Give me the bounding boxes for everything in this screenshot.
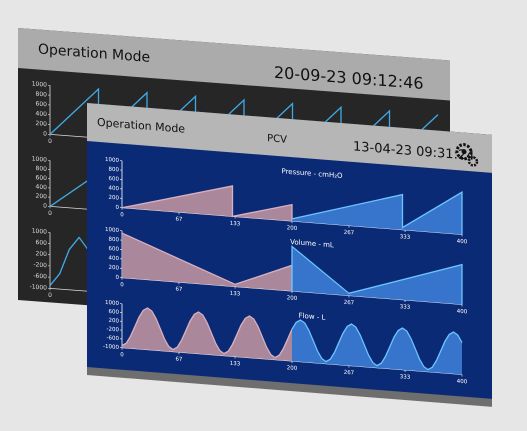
y-tick-label: 400	[36, 110, 48, 118]
x-tick-label: 133	[230, 291, 241, 298]
y-tick-label: 800	[36, 165, 48, 173]
x-tick-label: 67	[175, 286, 182, 293]
y-tick-label: 600	[109, 176, 120, 183]
line	[291, 319, 463, 371]
area	[122, 233, 292, 292]
line	[291, 245, 463, 305]
x-tick-label: 200	[287, 225, 298, 232]
x-tick-label: 267	[344, 300, 355, 307]
x-tick-label: 267	[344, 370, 355, 377]
y-tick-label: 600	[36, 100, 48, 108]
y-tick-label: 1000	[32, 81, 47, 89]
y-tick-label: -1000	[103, 344, 119, 351]
line	[121, 307, 293, 359]
x-tick-label: 0	[48, 292, 52, 299]
y-tick-label: 800	[109, 237, 120, 244]
x-tick-label: 0	[120, 352, 124, 358]
y-tick-label: 0	[43, 130, 47, 137]
area	[292, 320, 462, 375]
area	[122, 185, 292, 222]
y-tick-label: -200	[107, 326, 120, 333]
y-tick-label: 0	[116, 205, 120, 211]
area	[292, 246, 462, 305]
y-tick-label: 200	[109, 195, 120, 202]
y-tick-label: -1000	[30, 283, 48, 291]
y-tick-label: 400	[109, 255, 120, 262]
y-tick-label: 0	[116, 275, 120, 281]
x-tick-label: 133	[230, 221, 241, 228]
area	[122, 307, 292, 362]
x-tick-label: 0	[120, 282, 124, 288]
x-tick-label: 133	[230, 361, 241, 368]
x-tick-label: 0	[120, 212, 124, 218]
y-tick-label: -600	[33, 272, 47, 280]
y-tick-label: 400	[109, 185, 120, 192]
y-tick-label: 0	[43, 202, 47, 209]
y-tick-label: 1000	[32, 156, 47, 164]
y-tick-label: 1000	[105, 227, 119, 234]
y-tick-label: 800	[109, 167, 120, 174]
y-tick-label: 200	[36, 120, 48, 128]
mode: PCV	[267, 133, 287, 146]
chart-title: Flow - L	[299, 311, 326, 322]
y-tick-label: 200	[109, 265, 120, 272]
x-tick-label: 400	[457, 309, 468, 316]
x-tick-label: 0	[48, 138, 52, 145]
y-tick-label: 600	[109, 309, 120, 316]
x-tick-label: 67	[175, 216, 182, 223]
front-header	[87, 103, 492, 173]
y-tick-label: 1000	[105, 300, 119, 307]
y-tick-label: 1000	[105, 157, 119, 164]
y-tick-label: 600	[109, 246, 120, 253]
y-tick-label: 400	[36, 183, 48, 191]
line	[121, 185, 293, 222]
x-tick-label: 267	[344, 230, 355, 237]
front-screen: Operation Mode PCV 13-04-23 09:31:24 020…	[87, 103, 492, 407]
y-tick-label: 800	[36, 91, 48, 99]
y-tick-label: 600	[36, 239, 48, 247]
y-tick-label: -600	[107, 335, 120, 342]
back-header	[18, 28, 450, 101]
x-tick-label: 400	[457, 379, 468, 386]
y-tick-label: 1000	[32, 228, 47, 236]
x-tick-label: 200	[287, 295, 298, 302]
x-tick-label: 400	[457, 239, 468, 246]
x-tick-label: 333	[400, 304, 411, 311]
x-tick-label: 333	[400, 374, 411, 381]
x-tick-label: 0	[48, 210, 52, 217]
y-tick-label: 200	[36, 193, 48, 201]
chart-title: Volume - mL	[290, 237, 334, 249]
x-tick-label: 67	[175, 356, 182, 363]
x-tick-label: 333	[400, 234, 411, 241]
y-tick-label: 200	[109, 318, 120, 325]
line	[291, 191, 463, 235]
y-tick-label: 600	[36, 174, 48, 182]
y-tick-label: 200	[36, 250, 48, 258]
area	[292, 192, 462, 235]
y-tick-label: -200	[33, 261, 47, 269]
x-tick-label: 200	[287, 365, 298, 372]
